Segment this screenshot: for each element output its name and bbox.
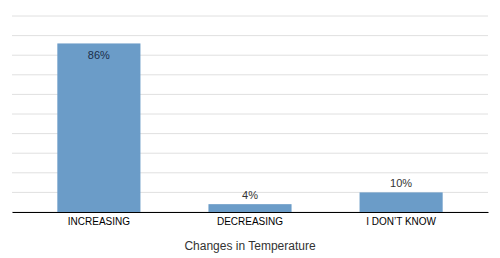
data-label: 10% <box>390 177 412 189</box>
bars <box>57 43 442 212</box>
bar <box>57 43 140 212</box>
x-tick: INCREASING <box>68 216 130 227</box>
data-labels: 86% 4% 10% <box>88 49 412 201</box>
grid-line <box>12 16 488 17</box>
x-axis-title: Changes in Temperature <box>184 239 316 253</box>
x-tick-label: I DON’T KNOW <box>366 216 436 227</box>
data-label: 86% <box>88 49 110 61</box>
bar <box>360 192 443 212</box>
x-axis: INCREASING DECREASING I DON’T KNOW <box>13 213 489 228</box>
bar <box>208 204 291 212</box>
chart: INCREASING DECREASING I DON’T KNOW 86% 4% 10%… <box>0 0 500 258</box>
x-tick-label: INCREASING <box>68 216 130 227</box>
data-label: 4% <box>242 189 258 201</box>
x-axis-line <box>13 212 489 213</box>
x-tick: I DON’T KNOW <box>366 216 436 227</box>
grid-line <box>12 35 488 36</box>
x-tick-label: DECREASING <box>217 216 283 227</box>
x-tick: DECREASING <box>217 216 283 227</box>
plot: INCREASING DECREASING I DON’T KNOW 86% 4% 10% <box>12 16 489 227</box>
grid <box>12 16 488 212</box>
